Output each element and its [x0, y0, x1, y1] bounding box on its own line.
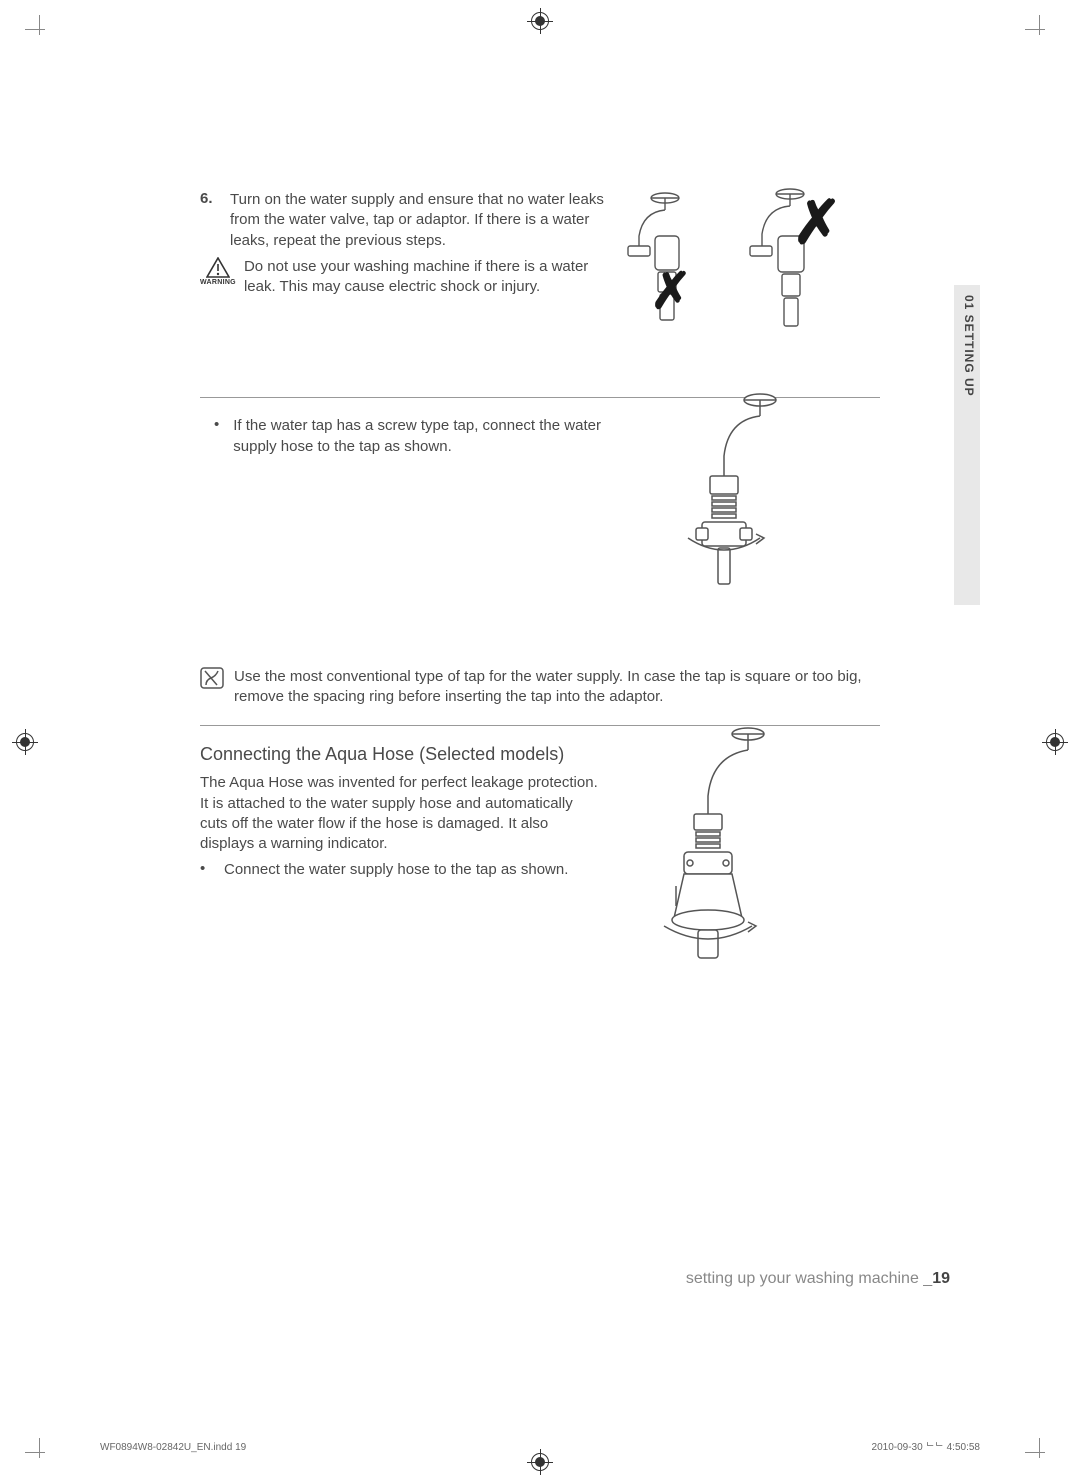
note-icon — [200, 667, 224, 694]
registration-mark-icon — [531, 12, 549, 30]
section-tab-label: 01 SETTING UP — [962, 295, 976, 397]
imprint-file: WF0894W8-02842U_EN.indd 19 — [100, 1442, 246, 1453]
footer-text: setting up your washing machine _ — [686, 1270, 932, 1287]
aqua-hose-bullet-text: Connect the water supply hose to the tap… — [224, 860, 604, 880]
figure-screw-tap — [670, 386, 810, 596]
note-text: Use the most conventional type of tap fo… — [234, 667, 864, 708]
aqua-hose-desc: The Aqua Hose was invented for perfect l… — [200, 773, 600, 854]
warning-icon: WARNING — [200, 257, 236, 286]
registration-mark-icon — [1046, 733, 1064, 751]
warning-text: Do not use your washing machine if there… — [244, 257, 614, 298]
figure-leak-taps: ✗ ✗ — [620, 180, 870, 360]
registration-mark-icon — [531, 1453, 549, 1471]
page-number: 19 — [932, 1270, 950, 1287]
screw-tap-text: If the water tap has a screw type tap, c… — [233, 416, 613, 457]
x-mark-icon: ✗ — [792, 188, 842, 258]
imprint-timestamp: 2010-09-30 ᄂᄂ 4:50:58 — [872, 1438, 980, 1453]
page-footer: setting up your washing machine _19 — [686, 1270, 950, 1288]
crop-mark-icon — [1025, 1438, 1055, 1468]
figure-aqua-hose — [640, 720, 810, 980]
warning-label: WARNING — [200, 279, 236, 286]
x-mark-icon: ✗ — [650, 262, 692, 320]
page: 01 SETTING UP 6. Turn on the water suppl… — [0, 0, 1080, 1483]
step-number: 6. — [200, 190, 218, 207]
crop-mark-icon — [25, 15, 55, 45]
content-area: 6. Turn on the water supply and ensure t… — [200, 190, 880, 881]
crop-mark-icon — [1025, 15, 1055, 45]
crop-mark-icon — [25, 1438, 55, 1468]
registration-mark-icon — [16, 733, 34, 751]
step-text: Turn on the water supply and ensure that… — [230, 190, 610, 251]
note-block: Use the most conventional type of tap fo… — [200, 667, 880, 708]
bullet-icon: • — [200, 416, 219, 433]
bullet-icon: • — [200, 860, 210, 877]
